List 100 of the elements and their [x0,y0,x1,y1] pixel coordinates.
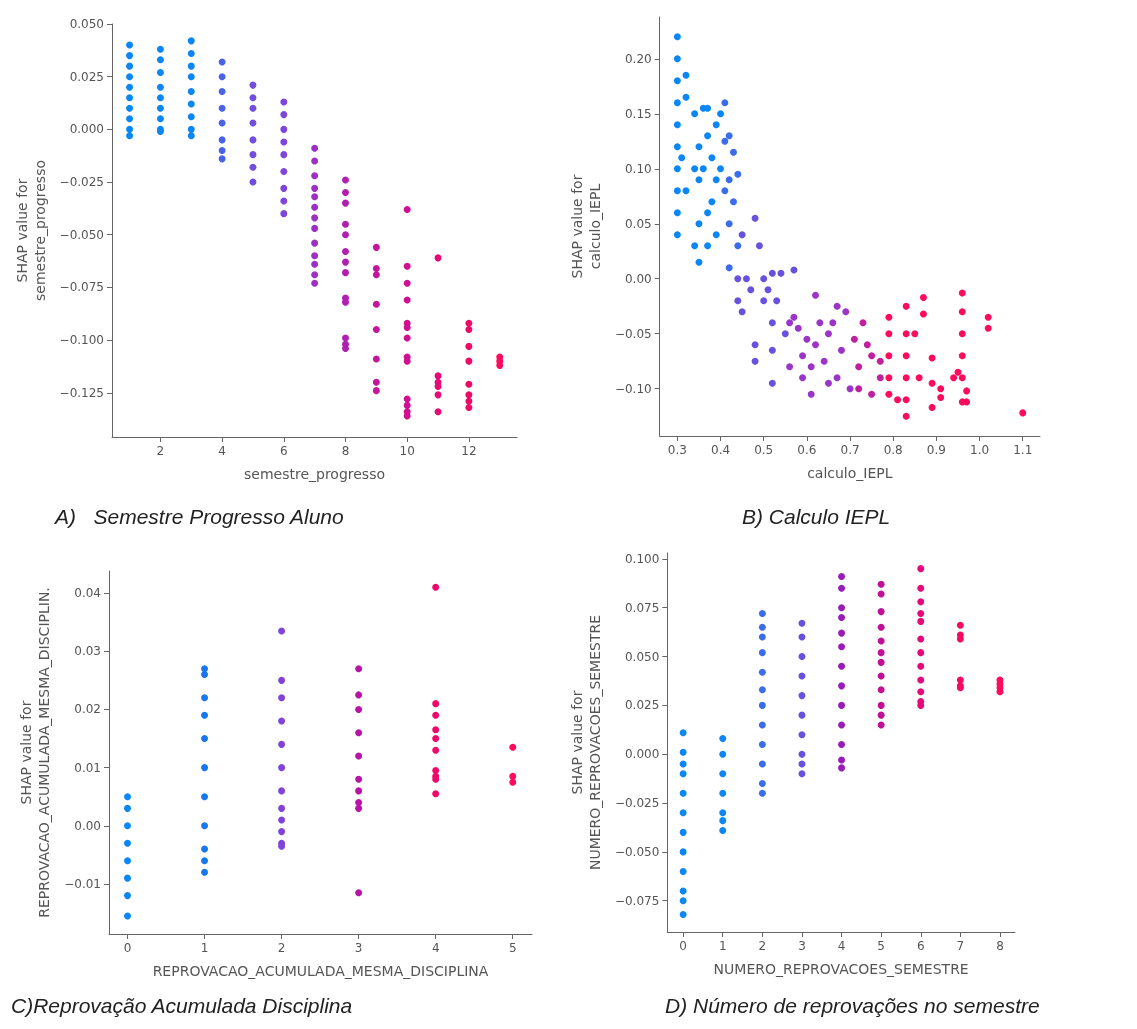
point [278,740,286,748]
point [902,374,910,382]
point [187,100,195,108]
point [679,809,687,817]
point [278,787,286,795]
y-tick-label: 0.05 [624,216,652,231]
point [372,355,380,363]
point [187,62,195,70]
point [699,165,707,173]
point [894,396,902,404]
point [355,775,363,783]
point [278,828,286,836]
point [372,264,380,272]
point [218,73,226,81]
point [509,743,517,751]
point [812,291,820,299]
point [734,242,742,250]
point [928,379,936,387]
point [917,662,925,670]
point [280,125,288,133]
point [280,210,288,218]
point [126,73,134,81]
point [768,269,776,277]
x-tick-label: 0.7 [840,443,860,457]
point [768,379,776,387]
point [403,279,411,287]
point [758,686,766,694]
point [725,264,733,272]
point [679,828,687,836]
point [721,137,729,145]
point [509,772,517,780]
point [126,132,134,140]
point [758,740,766,748]
point [201,793,209,801]
point [280,151,288,159]
point [124,804,131,812]
point [280,98,288,106]
point [950,374,958,382]
point [187,50,195,57]
point [855,363,863,371]
point [719,735,727,743]
y-tick-label: 0.000 [69,122,104,137]
point [917,676,925,684]
point [704,132,712,140]
point [877,637,885,645]
x-tick-label: 3 [798,939,806,953]
x-tick-label: 10 [399,444,415,458]
point [372,300,380,308]
x-tick-label: 7 [956,939,965,953]
point [355,729,363,737]
y-tick-label: 0.00 [74,818,101,833]
point [342,258,349,266]
point [679,867,687,875]
x-tick-label: 8 [341,444,350,458]
point [954,368,962,376]
point [156,45,164,53]
text: A) Semestre Progresso Aluno [53,505,344,528]
point [704,209,712,217]
point [911,330,919,338]
point [958,374,966,382]
point [812,341,820,349]
point [682,71,690,79]
point [838,662,846,670]
point [311,144,319,152]
point [124,892,131,900]
x-axis-title: NUMERO_REPROVACOES_SEMESTRE [713,961,969,977]
point [786,319,794,327]
y-axis-title: SHAP value for semestre_progresso [13,159,48,302]
point [187,37,195,45]
point [434,408,442,416]
point [719,750,727,758]
point [201,822,209,830]
point [868,352,876,360]
point [725,220,733,228]
point [877,580,885,588]
point [355,665,363,673]
point [124,839,131,847]
point [838,740,846,748]
x-axis-title: calculo_IEPL [807,465,893,481]
point [758,701,766,709]
text: C)Reprovação Acumulada Disciplina [11,994,353,1017]
point [885,374,893,382]
x-tick-label: 0.9 [926,443,946,457]
x-tick-label: 4 [837,939,846,953]
x-tick-label: 4 [218,444,226,458]
point [355,705,363,713]
point [249,163,257,171]
x-tick-label: 2 [156,444,165,458]
point [673,99,681,107]
point [126,125,134,133]
point [751,214,759,222]
point [704,242,712,250]
point [126,104,134,112]
x-tick-label: 1.1 [1013,443,1033,457]
point [691,242,699,250]
y-tick-label: −0.100 [59,333,104,348]
point [249,151,257,159]
point [372,271,380,279]
x-tick-label: 2 [277,941,286,955]
point [917,649,925,657]
